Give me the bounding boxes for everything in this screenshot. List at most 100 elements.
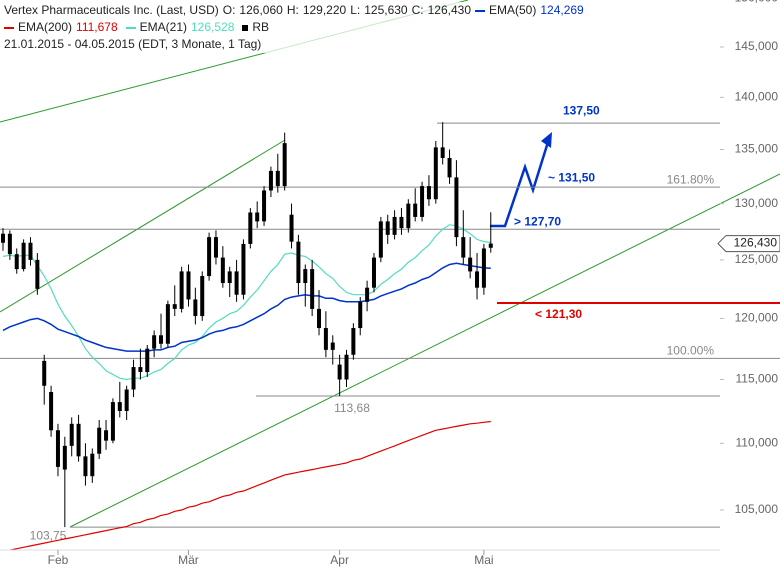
legend-value: 111,678	[76, 20, 118, 34]
candle-body	[97, 427, 102, 454]
level-label: 103,75	[30, 528, 67, 542]
candle-body	[481, 248, 486, 288]
candle-body	[42, 360, 47, 386]
candle-body	[179, 271, 184, 309]
candle-body	[454, 177, 459, 238]
y-tick-label: 125,000	[735, 252, 779, 266]
candle-body	[385, 221, 390, 235]
candle-body	[358, 301, 363, 329]
x-tick-label: Feb	[48, 553, 69, 567]
header-line: Vertex Pharmaceuticals Inc. (Last, USD) O…	[4, 2, 592, 19]
ema-line	[2, 262, 491, 352]
candle-body	[303, 269, 308, 284]
candle-body	[310, 269, 315, 309]
candle-body	[296, 241, 301, 284]
candle-body	[351, 328, 356, 355]
x-tick-label: Mai	[474, 553, 493, 567]
candle-body	[213, 237, 218, 258]
fib-label: 100.00%	[667, 344, 715, 358]
candle-body	[69, 423, 74, 446]
candle-body	[165, 304, 170, 344]
candle-body	[1, 233, 5, 243]
candle-body	[193, 299, 198, 317]
candle-body	[227, 271, 232, 284]
ohlc-value: 126,430	[427, 3, 471, 17]
level-label: 137,50	[563, 103, 600, 117]
candle-body	[447, 158, 452, 178]
candle-body	[426, 186, 431, 200]
ohlc-value: 125,630	[364, 3, 408, 17]
legend-item: EMA(50) 124,269	[475, 3, 588, 17]
candle-body	[7, 233, 12, 255]
candle-body	[172, 304, 177, 309]
candle-body	[35, 259, 40, 289]
candle-body	[186, 271, 191, 300]
legend-item: RB	[242, 20, 273, 34]
candle-body	[440, 147, 445, 159]
legend-item: EMA(200) 111,678	[4, 20, 122, 34]
candle-body	[62, 445, 67, 470]
legend-label: RB	[252, 20, 270, 34]
candle-body	[207, 237, 212, 277]
y-tick-label: 135,000	[735, 142, 779, 156]
candle-body	[413, 203, 418, 217]
candle-body	[124, 389, 129, 412]
level-label: ~ 131,50	[548, 170, 595, 184]
date-range: 21.01.2015 - 04.05.2015 (EDT, 3 Monate, …	[4, 37, 262, 51]
legend-swatch	[125, 26, 136, 29]
header: Vertex Pharmaceuticals Inc. (Last, USD) O…	[4, 2, 592, 53]
legend-label: EMA(21)	[139, 20, 187, 34]
legend-swatch	[475, 9, 485, 12]
candle-body	[152, 335, 157, 349]
projection-path	[490, 141, 550, 228]
candle-body	[21, 242, 26, 270]
fib-label: 161.80%	[667, 172, 715, 186]
candle-body	[289, 214, 294, 242]
price-tag-label: 126,430	[734, 236, 778, 250]
candle-body	[248, 212, 253, 244]
ohlc-value: 126,060	[239, 3, 283, 17]
candle-body	[420, 186, 425, 217]
candle-body	[488, 243, 493, 248]
header-line: EMA(200) 111,678 EMA(21) 126,528 RB	[4, 19, 592, 36]
y-tick-label: 130,000	[735, 196, 779, 210]
candle-body	[268, 170, 273, 191]
candle-body	[330, 342, 335, 350]
legend-swatch	[4, 26, 14, 29]
level-label: > 127,70	[514, 214, 561, 228]
legend-value: 124,269	[540, 3, 584, 17]
candle-body	[255, 212, 260, 222]
candle-body	[220, 257, 225, 284]
candle-body	[131, 367, 136, 390]
candle-body	[83, 456, 88, 477]
ema-lines	[2, 224, 491, 550]
candle-body	[138, 367, 143, 373]
y-tick-label: 120,000	[735, 311, 779, 325]
candle-body	[145, 348, 150, 373]
candle-body	[468, 257, 473, 272]
candle-body	[117, 402, 122, 412]
candle-body	[392, 216, 397, 235]
candle-body	[262, 190, 267, 222]
candle-body	[317, 308, 322, 329]
level-label: < 121,30	[535, 307, 582, 321]
candle-body	[323, 328, 328, 350]
candle-body	[344, 354, 349, 380]
price-tag	[717, 235, 780, 253]
y-tick-label: 145,000	[735, 39, 779, 53]
trend-line	[69, 173, 780, 528]
candle-body	[461, 237, 466, 258]
candle-body	[275, 170, 280, 187]
y-tick-label: 105,000	[735, 502, 779, 516]
candle-body	[234, 271, 239, 295]
y-tick-label: 150,000	[735, 0, 779, 5]
candle-body	[14, 254, 19, 270]
candle-body	[200, 276, 205, 317]
title: Vertex Pharmaceuticals Inc. (Last, USD)	[4, 3, 219, 17]
legend-label: EMA(200)	[18, 20, 73, 34]
candle-body	[365, 287, 370, 302]
candle-body	[159, 335, 164, 344]
candle-body	[371, 257, 376, 288]
